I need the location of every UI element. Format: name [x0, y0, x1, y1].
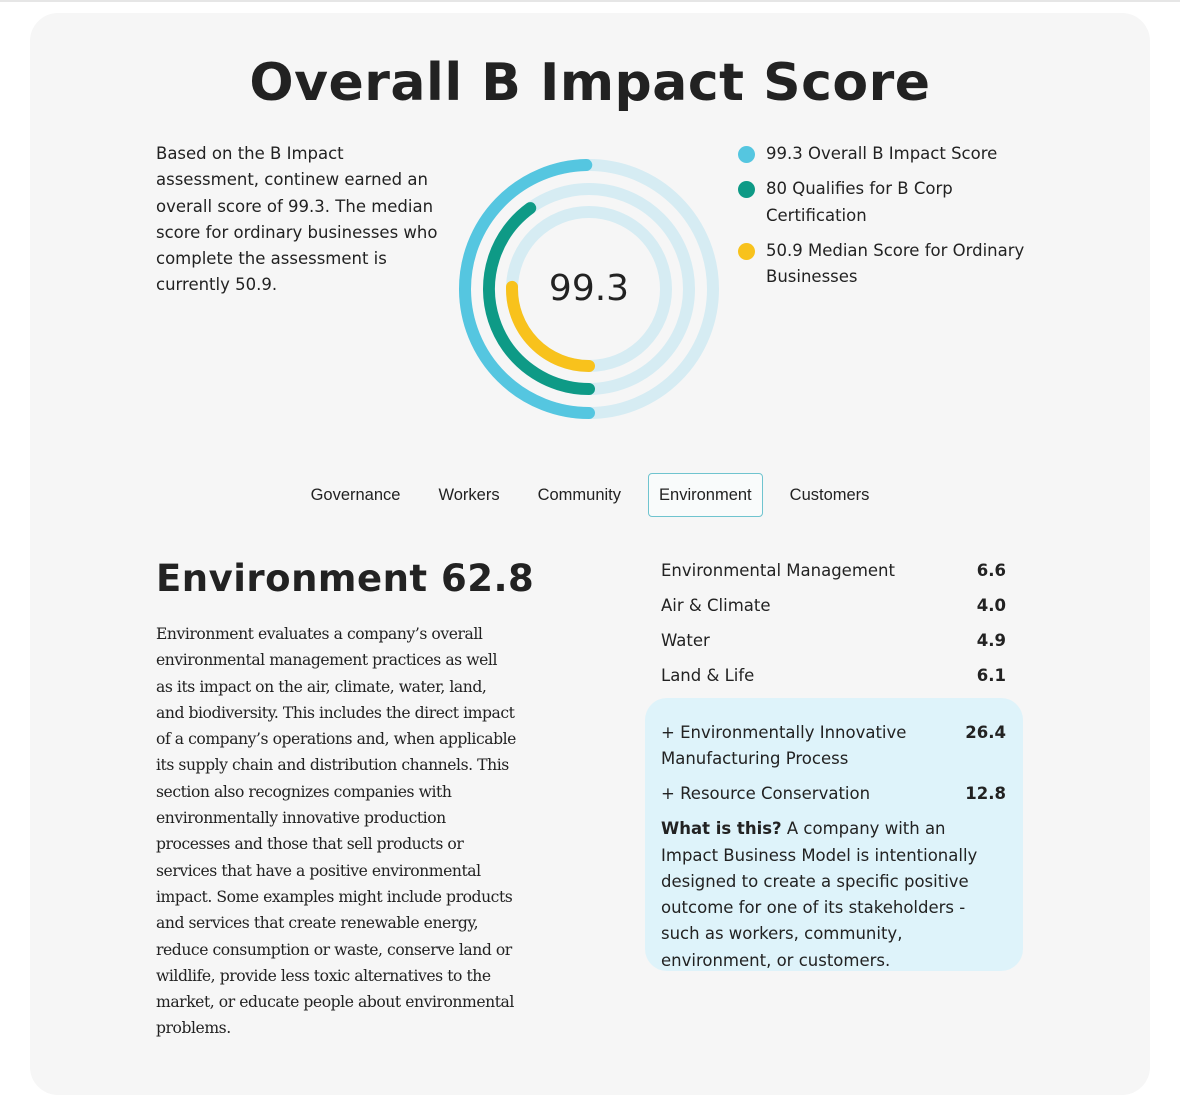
legend-label: 99.3 Overall B Impact Score	[766, 144, 998, 163]
legend-dot-icon	[738, 181, 755, 199]
score-label: Water	[661, 630, 710, 650]
gauge-arc-overall-score	[459, 159, 595, 419]
tab-workers[interactable]: Workers	[427, 473, 510, 517]
impact-model-row: + Resource Conservation 12.8	[661, 781, 1006, 807]
intro-text: Based on the B Impact assessment, contin…	[156, 144, 438, 295]
legend-label: 50.9 Median Score for Ordinary Businesse…	[766, 240, 1025, 287]
section-description: Environment evaluates a company’s overal…	[156, 625, 516, 1038]
tab-customers[interactable]: Customers	[779, 473, 881, 517]
what-is-this-note: What is this? A company with an Impact B…	[661, 816, 1006, 974]
gauge-center-value: 99.3	[549, 268, 629, 309]
tab-governance[interactable]: Governance	[300, 473, 412, 517]
score-value: 6.6	[976, 561, 1006, 580]
score-row: Air & Climate 4.0	[661, 593, 1006, 619]
score-row: Environmental Management 6.6	[661, 558, 1006, 584]
score-gauge-svg: 99.3	[459, 159, 719, 419]
impact-area-tabs: Governance Workers Community Environment…	[30, 473, 1150, 517]
legend-label: 80 Qualifies for B Corp Certification	[766, 179, 953, 225]
score-label: Air & Climate	[661, 595, 771, 615]
score-label: Land & Life	[661, 665, 755, 685]
score-value: 4.0	[976, 595, 1006, 615]
score-row: Land & Life 6.1	[661, 663, 1006, 689]
impact-model-row: + Environmentally Innovative Manufacturi…	[661, 720, 1006, 773]
impact-model-value: 26.4	[965, 723, 1006, 742]
score-label: Environmental Management	[661, 561, 895, 580]
legend-item-median: 50.9 Median Score for Ordinary Businesse…	[736, 238, 1036, 291]
impact-model-value: 12.8	[965, 784, 1006, 804]
impact-model-label: + Resource Conservation	[661, 784, 871, 804]
what-is-this-heading: What is this?	[661, 819, 782, 839]
subcategory-scores: Environmental Management 6.6 Air & Clima…	[661, 558, 1006, 698]
legend-dot-icon	[738, 242, 755, 260]
score-card: Overall B Impact Score Based on the B Im…	[30, 13, 1150, 1095]
tab-community[interactable]: Community	[527, 473, 632, 517]
score-gauge: 99.3	[458, 158, 720, 420]
section-title: Environment 62.8	[156, 557, 535, 600]
what-is-this-text: A company with an Impact Business Model …	[661, 819, 978, 970]
tab-environment[interactable]: Environment	[648, 473, 763, 517]
score-row: Water 4.9	[661, 628, 1006, 654]
gauge-arc-median-score	[506, 280, 595, 372]
legend-dot-icon	[738, 146, 755, 163]
impact-business-model-content: + Environmentally Innovative Manufacturi…	[661, 720, 1006, 974]
page-title: Overall B Impact Score	[249, 53, 931, 113]
gauge-arc-b-corp-threshold	[483, 202, 595, 395]
legend-item-b-corp: 80 Qualifies for B Corp Certification	[736, 176, 1036, 229]
score-value: 6.1	[976, 665, 1006, 685]
impact-model-label: + Environmentally Innovative Manufacturi…	[661, 723, 907, 769]
top-divider	[0, 0, 1180, 2]
score-value: 4.9	[976, 630, 1006, 650]
legend-item-overall: 99.3 Overall B Impact Score	[736, 141, 1036, 167]
gauge-legend: 99.3 Overall B Impact Score 80 Qualifies…	[736, 141, 1036, 299]
impact-business-model-box: + Environmentally Innovative Manufacturi…	[645, 698, 1023, 971]
